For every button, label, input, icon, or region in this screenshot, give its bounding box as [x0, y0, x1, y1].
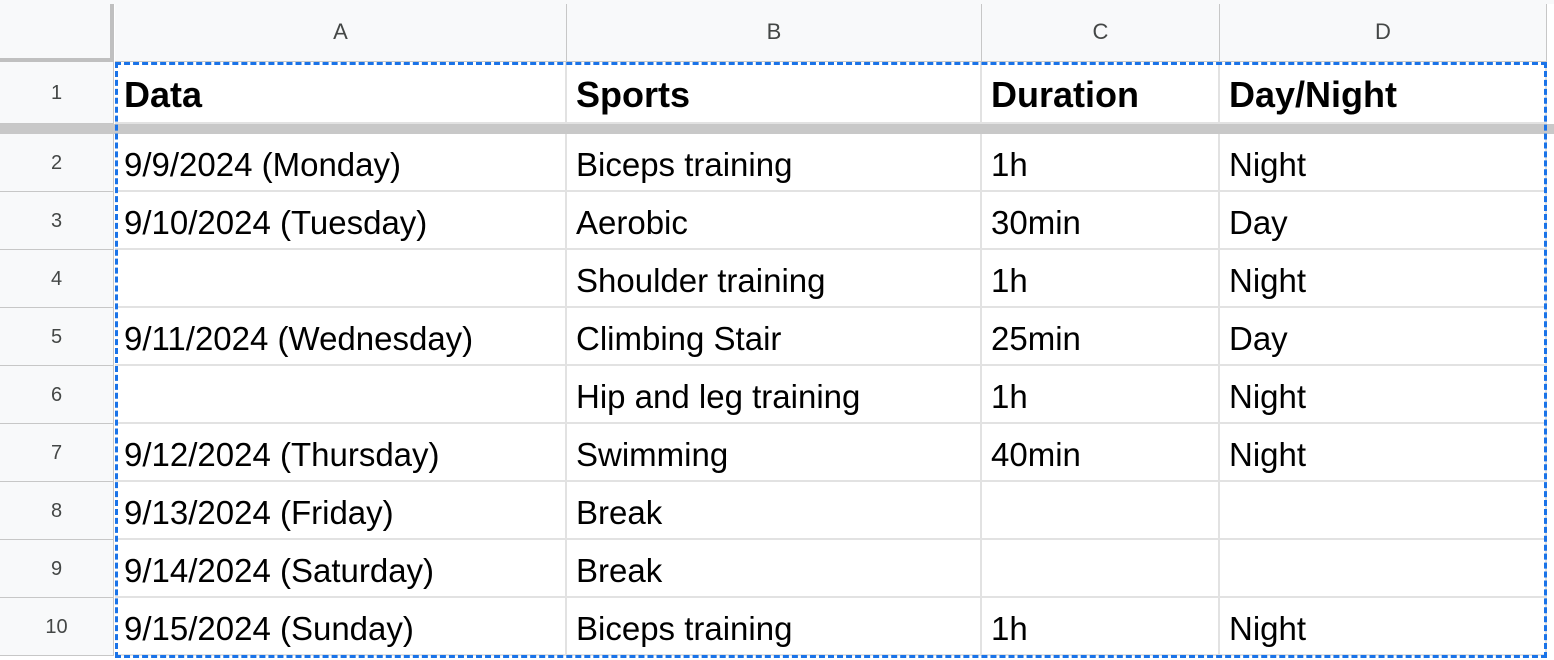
cell-a5[interactable]: 9/11/2024 (Wednesday) [115, 308, 567, 366]
cell-c5[interactable]: 25min [982, 308, 1220, 366]
cell-b6[interactable]: Hip and leg training [567, 366, 982, 424]
column-header-d[interactable]: D [1220, 4, 1547, 62]
cell-a1[interactable]: Data [115, 62, 567, 124]
column-header-a[interactable]: A [115, 4, 567, 62]
cell-c2[interactable]: 1h [982, 134, 1220, 192]
cell-c8[interactable] [982, 482, 1220, 540]
row-header-7[interactable]: 7 [0, 424, 114, 482]
cell-d9[interactable] [1220, 540, 1547, 598]
cell-b3[interactable]: Aerobic [567, 192, 982, 250]
cell-d1[interactable]: Day/Night [1220, 62, 1547, 124]
row-header-4[interactable]: 4 [0, 250, 114, 308]
row-header-10[interactable]: 10 [0, 598, 114, 656]
cell-c3[interactable]: 30min [982, 192, 1220, 250]
row-header-2[interactable]: 2 [0, 134, 114, 192]
cell-c6[interactable]: 1h [982, 366, 1220, 424]
cell-b4[interactable]: Shoulder training [567, 250, 982, 308]
cell-a3[interactable]: 9/10/2024 (Tuesday) [115, 192, 567, 250]
row-header-5[interactable]: 5 [0, 308, 114, 366]
cell-d4[interactable]: Night [1220, 250, 1547, 308]
cell-a6[interactable] [115, 366, 567, 424]
cell-b8[interactable]: Break [567, 482, 982, 540]
cell-a2[interactable]: 9/9/2024 (Monday) [115, 134, 567, 192]
cell-d3[interactable]: Day [1220, 192, 1547, 250]
cell-a8[interactable]: 9/13/2024 (Friday) [115, 482, 567, 540]
cell-d8[interactable] [1220, 482, 1547, 540]
cell-d10[interactable]: Night [1220, 598, 1547, 656]
cell-c4[interactable]: 1h [982, 250, 1220, 308]
cell-a4[interactable] [115, 250, 567, 308]
top-strip [0, 0, 1554, 4]
select-all-corner[interactable] [0, 4, 114, 62]
cell-a9[interactable]: 9/14/2024 (Saturday) [115, 540, 567, 598]
cell-b9[interactable]: Break [567, 540, 982, 598]
row-header-3[interactable]: 3 [0, 192, 114, 250]
cell-c1[interactable]: Duration [982, 62, 1220, 124]
cell-b10[interactable]: Biceps training [567, 598, 982, 656]
cell-d5[interactable]: Day [1220, 308, 1547, 366]
cell-a10[interactable]: 9/15/2024 (Sunday) [115, 598, 567, 656]
column-header-c[interactable]: C [982, 4, 1220, 62]
row-header-8[interactable]: 8 [0, 482, 114, 540]
cell-b2[interactable]: Biceps training [567, 134, 982, 192]
row-header-9[interactable]: 9 [0, 540, 114, 598]
cell-b1[interactable]: Sports [567, 62, 982, 124]
cell-d7[interactable]: Night [1220, 424, 1547, 482]
frozen-row-divider[interactable] [0, 124, 1554, 134]
cell-d2[interactable]: Night [1220, 134, 1547, 192]
cell-c9[interactable] [982, 540, 1220, 598]
cell-b7[interactable]: Swimming [567, 424, 982, 482]
row-header-6[interactable]: 6 [0, 366, 114, 424]
cell-c10[interactable]: 1h [982, 598, 1220, 656]
cell-b5[interactable]: Climbing Stair [567, 308, 982, 366]
cell-d6[interactable]: Night [1220, 366, 1547, 424]
column-header-b[interactable]: B [567, 4, 982, 62]
row-header-1[interactable]: 1 [0, 62, 114, 124]
cell-a7[interactable]: 9/12/2024 (Thursday) [115, 424, 567, 482]
cell-c7[interactable]: 40min [982, 424, 1220, 482]
